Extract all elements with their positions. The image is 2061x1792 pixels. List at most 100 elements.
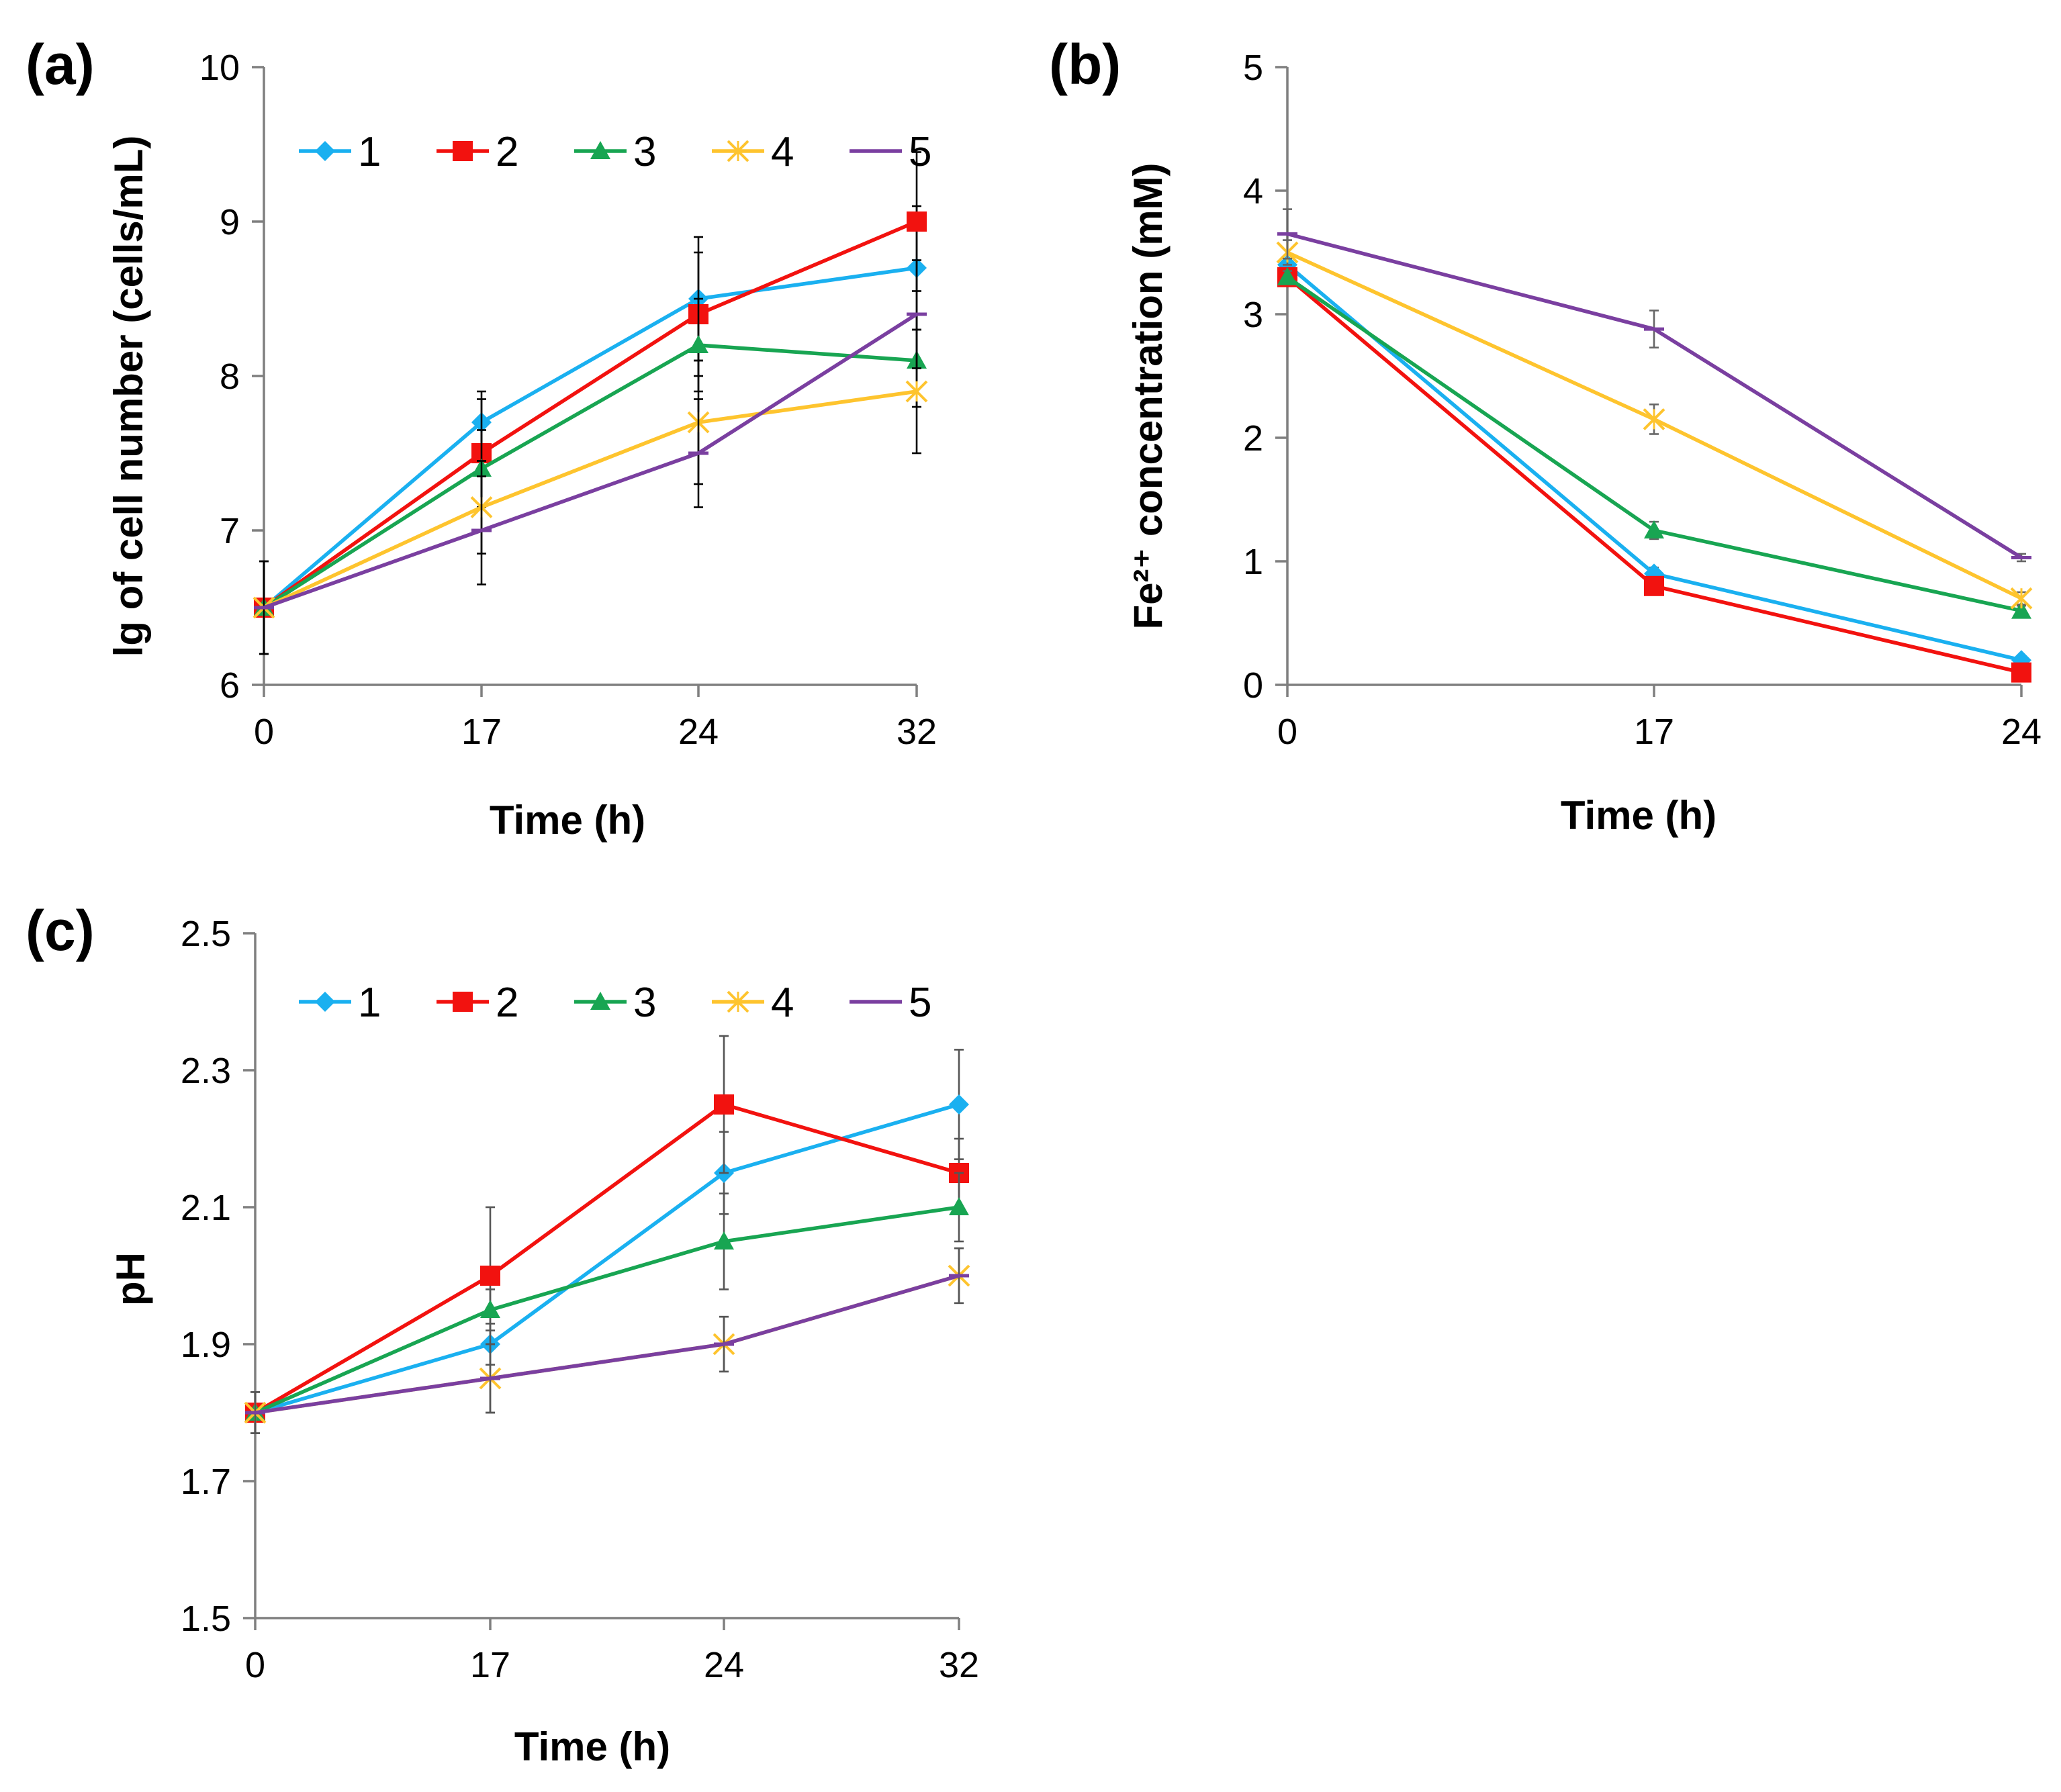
panel-a-line-series-1 [263, 266, 917, 610]
legend-c-label-4: 4 [771, 980, 794, 1026]
panel-c: (c) pH Time (h) 1 2 3 4 5 [26, 899, 979, 1769]
panel-a-line-series-2 [263, 220, 918, 610]
legend-a-label-1: 1 [358, 129, 381, 175]
panel-b-series-3 [1277, 267, 2031, 619]
panel-c-xtick-label-3: 32 [939, 1645, 979, 1685]
panel-c-point-s3-p2 [714, 1231, 734, 1249]
legend-c-item-4: 4 [712, 980, 794, 1026]
panel-b-point-s3-p0 [1277, 267, 1297, 285]
legend-a-swatch-marker-2 [453, 141, 473, 161]
panel-c-label: (c) [26, 899, 95, 962]
legend-a-label-3: 3 [633, 129, 656, 175]
panel-b-ytick-label-2: 2 [1243, 418, 1263, 459]
panel-a-line-series-4 [263, 389, 917, 610]
panel-a: (a) lg of cell number (cells/mL) Time (h… [26, 33, 937, 843]
legend-a-label-4: 4 [771, 129, 794, 175]
legend-c-swatch-marker-1 [315, 992, 335, 1012]
legend-c-label-1: 1 [358, 980, 381, 1026]
panel-c-xtick-label-0: 0 [245, 1645, 265, 1685]
legend-c-item-1: 1 [299, 980, 381, 1026]
panel-c-xtick-label-1: 17 [470, 1645, 510, 1685]
panel-a-label: (a) [26, 33, 95, 96]
panel-a-legend: 1 2 3 4 5 [299, 129, 931, 175]
legend-a-item-1: 1 [299, 129, 381, 175]
panel-c-point-s2-p1 [480, 1266, 500, 1286]
panel-b-ytick-label-3: 3 [1243, 295, 1263, 335]
panel-b-point-s3-p1 [1644, 520, 1664, 538]
panel-b-point-s3-p2 [2011, 600, 2031, 619]
legend-c-swatch-marker-4 [727, 990, 749, 1013]
legend-c-item-5: 5 [850, 980, 931, 1026]
panel-c-line-series-4 [255, 1274, 960, 1415]
panel-b: (b) Fe²⁺ concentration (mM) Time (h) 0 1 2… [1049, 33, 2042, 838]
legend-c-swatch-1 [299, 992, 351, 1012]
panel-a-series-3 [254, 297, 927, 616]
panel-b-series-4 [1276, 239, 2033, 610]
panel-b-point-s2-p1 [1644, 575, 1664, 596]
legend-c-label-3: 3 [633, 980, 656, 1026]
panel-c-point-s3-p1 [480, 1300, 500, 1318]
panel-b-xtick-label-1: 17 [1634, 712, 1674, 752]
legend-c-label-2: 2 [496, 980, 518, 1026]
panel-c-xlabel: Time (h) [514, 1724, 670, 1769]
panel-b-line-series-5 [1287, 232, 2023, 559]
panel-b-point-s4-p2 [2010, 587, 2033, 610]
panel-c-point-s3-p3 [949, 1197, 969, 1215]
panel-b-xtick-label-0: 0 [1277, 712, 1297, 752]
legend-c-item-3: 3 [574, 980, 656, 1026]
panel-c-ytick-label-2: 1.9 [181, 1325, 231, 1365]
panel-a-line-series-5 [263, 312, 918, 610]
panel-a-ytick-label-3: 9 [220, 202, 240, 242]
legend-a-swatch-marker-1 [315, 141, 335, 161]
panel-a-ytick-label-1: 7 [220, 511, 240, 551]
legend-c-label-5: 5 [909, 980, 931, 1026]
panel-a-xtick-label-0: 0 [254, 712, 274, 752]
panel-a-point-s4-p3 [905, 380, 928, 403]
panel-a-point-s3-p2 [688, 335, 708, 353]
panel-a-ytick-label-2: 8 [220, 357, 240, 397]
panel-c-ytick-label-0: 1.5 [181, 1599, 231, 1639]
legend-a-item-4: 4 [712, 129, 794, 175]
panel-c-ytick-label-1: 1.7 [181, 1462, 231, 1502]
panel-c-xtick-label-2: 24 [704, 1645, 744, 1685]
panel-b-xtick-label-2: 24 [2001, 712, 2042, 752]
panel-b-point-s2-p2 [2011, 662, 2031, 683]
panel-b-ytick-label-4: 4 [1243, 171, 1263, 211]
panel-b-label: (b) [1049, 33, 1121, 96]
legend-c-swatch-3 [574, 992, 627, 1010]
panel-a-xlabel: Time (h) [490, 798, 645, 843]
legend-c-swatch-marker-3 [590, 992, 610, 1010]
legend-a-swatch-marker-3 [590, 141, 610, 159]
panel-c-line-series-3 [254, 1205, 960, 1415]
panel-a-xtick-label-2: 24 [678, 712, 719, 752]
legend-a-swatch-marker-4 [727, 140, 749, 162]
panel-b-ytick-label-0: 0 [1243, 665, 1263, 706]
panel-c-ytick-label-4: 2.3 [181, 1051, 231, 1091]
panel-c-line-series-2 [254, 1102, 960, 1415]
panel-c-ylabel: pH [108, 1252, 153, 1306]
panel-a-xtick-label-1: 17 [461, 712, 502, 752]
panel-a-series-1 [254, 205, 927, 618]
legend-c-item-2: 2 [437, 980, 518, 1026]
panel-a-ytick-label-4: 10 [199, 48, 240, 88]
panel-b-ytick-label-1: 1 [1243, 542, 1263, 582]
panel-a-ylabel: lg of cell number (cells/mL) [106, 136, 151, 657]
panel-a-xtick-label-3: 32 [897, 712, 937, 752]
legend-a-swatch-3 [574, 141, 627, 159]
panel-b-point-s4-p1 [1643, 408, 1665, 430]
panel-b-xlabel: Time (h) [1561, 793, 1716, 838]
legend-c-swatch-4 [712, 990, 764, 1013]
legend-c-swatch-marker-2 [453, 992, 473, 1012]
panel-c-legend: 1 2 3 4 5 [299, 980, 931, 1026]
panel-c-ytick-label-5: 2.5 [181, 914, 231, 954]
panel-a-point-s2-p3 [907, 211, 927, 232]
panel-c-ytick-label-3: 2.1 [181, 1188, 231, 1228]
panel-c-line-series-5 [255, 1274, 960, 1415]
legend-a-swatch-4 [712, 140, 764, 162]
panel-c-series-2 [245, 1035, 969, 1423]
legend-a-label-2: 2 [496, 129, 518, 175]
panel-a-series-4 [253, 328, 928, 655]
legend-c-swatch-2 [437, 992, 489, 1012]
legend-a-item-3: 3 [574, 129, 656, 175]
